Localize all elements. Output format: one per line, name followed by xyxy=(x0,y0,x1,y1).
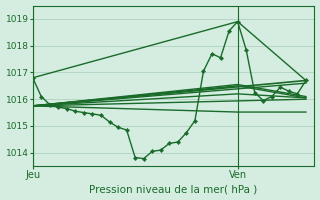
X-axis label: Pression niveau de la mer( hPa ): Pression niveau de la mer( hPa ) xyxy=(90,184,258,194)
